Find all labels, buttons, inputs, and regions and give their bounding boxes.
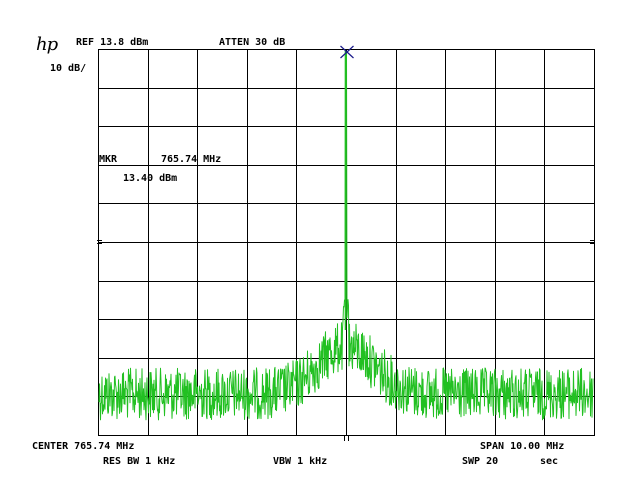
sweep-time-label: SWP 20 bbox=[462, 456, 499, 467]
spectrum-trace bbox=[98, 51, 594, 421]
sweep-unit-label: sec bbox=[540, 456, 559, 467]
graticule-edge-marks bbox=[97, 240, 595, 441]
span-label: SPAN 10.00 MHz bbox=[480, 441, 565, 452]
marker-symbol bbox=[340, 45, 354, 59]
resolution-bandwidth-label: RES BW 1 kHz bbox=[103, 456, 176, 467]
scale-label: 10 dB/ bbox=[50, 63, 87, 74]
hp-logo: hp bbox=[36, 34, 58, 55]
marker-label: MKR bbox=[99, 154, 118, 165]
reference-level-label: REF 13.8 dBm bbox=[76, 37, 149, 48]
marker-frequency: 765.74 MHz bbox=[161, 154, 222, 165]
attenuation-label: ATTEN 30 dB bbox=[219, 37, 286, 48]
video-bandwidth-label: VBW 1 kHz bbox=[273, 456, 328, 467]
marker-amplitude: 13.40 dBm bbox=[123, 173, 178, 184]
center-frequency-label: CENTER 765.74 MHz bbox=[32, 441, 135, 452]
